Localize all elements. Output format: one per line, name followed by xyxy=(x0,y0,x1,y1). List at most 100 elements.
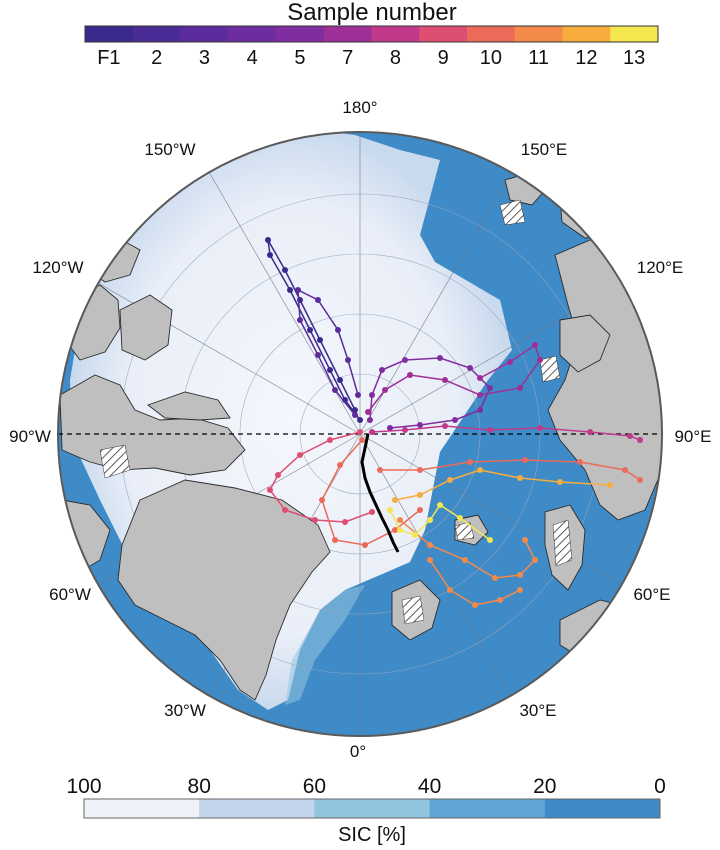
drift-point-3-4 xyxy=(402,357,408,363)
drift-track-4 xyxy=(367,343,541,413)
drift-point-1-11 xyxy=(337,377,343,383)
drift-point-8-3 xyxy=(467,459,473,465)
drift-point-11-6 xyxy=(557,479,563,485)
marginal-ice-band xyxy=(285,585,365,705)
drift-point-6-7 xyxy=(312,517,318,523)
sic-tick-0: 0 xyxy=(654,775,666,798)
sic-colorbar-swatches xyxy=(83,798,661,819)
drift-point-1-8 xyxy=(282,267,288,273)
sic-colorbar: 100 80 60 40 20 0 SIC [%] xyxy=(66,775,665,846)
ellesmere-north xyxy=(147,391,231,421)
sample-swatch-7 xyxy=(371,26,420,42)
longitude-labels: 180° 150°W 150°E 120°W 120°E 90°W 90°E 6… xyxy=(9,98,711,761)
drift-point-1-1 xyxy=(357,417,363,423)
sample-swatch-5 xyxy=(276,26,325,42)
sic-tick-40: 40 xyxy=(418,775,441,798)
drift-point-3-10 xyxy=(417,422,423,428)
drift-point-4-7 xyxy=(537,357,543,363)
drift-point-7-2 xyxy=(337,462,343,468)
drift-point-2-1 xyxy=(352,412,358,418)
sample-swatch-11 xyxy=(562,26,611,42)
map-border xyxy=(57,131,663,737)
polar-map: 180° 150°W 150°E 120°W 120°E 90°W 90°E 6… xyxy=(9,98,711,761)
sample-label-12: 13 xyxy=(623,47,645,69)
drift-point-9-6 xyxy=(532,557,538,563)
drift-point-12-1 xyxy=(387,507,393,513)
lon-label-90w: 90°W xyxy=(9,427,51,446)
sic-tick-100: 100 xyxy=(66,775,101,798)
drift-point-8-2 xyxy=(417,467,423,473)
drift-point-2-9 xyxy=(355,392,361,398)
drift-point-10-3 xyxy=(472,602,478,608)
sample-label-1: F1 xyxy=(97,47,120,69)
sample-label-6: 7 xyxy=(342,47,353,69)
drift-point-3-1 xyxy=(367,417,373,423)
drift-point-3-6 xyxy=(467,365,473,371)
drift-point-2-4 xyxy=(297,317,303,323)
sample-colorbar-swatches xyxy=(84,25,659,43)
sic-swatch-4 xyxy=(429,799,546,818)
drift-point-2-2 xyxy=(332,387,338,393)
drift-point-3-11 xyxy=(387,425,393,431)
drift-point-1-10 xyxy=(317,337,323,343)
drift-point-6-2 xyxy=(327,437,333,443)
sample-swatch-9 xyxy=(467,26,516,42)
lon-label-90e: 90°E xyxy=(674,427,711,446)
sample-label-11: 12 xyxy=(575,47,597,69)
drift-point-11-7 xyxy=(607,482,613,488)
lon-label-30e: 30°E xyxy=(519,701,556,720)
drift-point-5-3 xyxy=(442,423,448,429)
drift-point-4-9 xyxy=(507,359,513,365)
drift-point-7-3 xyxy=(319,497,325,503)
drift-tracks xyxy=(265,237,643,608)
drift-point-5-2 xyxy=(402,427,408,433)
drift-point-5-8 xyxy=(637,437,643,443)
sic-colorbar-frame xyxy=(83,798,661,819)
drift-point-11-3 xyxy=(447,477,453,483)
drift-point-1-12 xyxy=(352,407,358,413)
sample-label-3: 3 xyxy=(199,47,210,69)
sic-tick-20: 20 xyxy=(533,775,556,798)
sample-label-5: 5 xyxy=(294,47,305,69)
drift-point-11-1 xyxy=(392,497,398,503)
sample-label-10: 11 xyxy=(528,47,549,69)
drift-point-7-1 xyxy=(359,437,365,443)
greenland xyxy=(117,479,331,701)
drift-point-4-6 xyxy=(517,385,523,391)
drift-point-10-1 xyxy=(427,557,433,563)
drift-point-4-1 xyxy=(365,409,371,415)
land-masses xyxy=(59,171,662,701)
drift-point-12-7 xyxy=(487,537,493,543)
sic-colorbar-title: SIC [%] xyxy=(338,824,406,846)
drift-track-1 xyxy=(267,239,361,421)
drift-point-9-5 xyxy=(517,572,523,578)
sic-colorbar-ticks: 100 80 60 40 20 0 xyxy=(66,775,665,798)
drift-point-4-2 xyxy=(382,387,388,393)
lon-label-150e: 150°E xyxy=(521,140,568,159)
drift-point-4-5 xyxy=(477,392,483,398)
drift-point-5-1 xyxy=(369,429,375,435)
drift-point-3-3 xyxy=(379,367,385,373)
sample-swatch-10 xyxy=(514,26,563,42)
drift-point-11-2 xyxy=(417,492,423,498)
drift-point-9-3 xyxy=(462,557,468,563)
sample-number-colorbar: Sample number F1 2 3 4 5 7 8 9 10 11 12 13 xyxy=(84,0,659,69)
sample-colorbar-frame xyxy=(84,25,659,43)
sic-swatch-2 xyxy=(199,799,315,818)
drift-point-7-5 xyxy=(362,542,368,548)
drift-point-1-5 xyxy=(287,287,293,293)
sample-colorbar-title: Sample number xyxy=(287,0,456,26)
sample-swatch-12 xyxy=(610,26,659,42)
lon-label-120e: 120°E xyxy=(637,258,684,277)
drift-point-6-9 xyxy=(369,509,375,515)
ship-track xyxy=(360,433,400,553)
drift-point-4-4 xyxy=(442,377,448,383)
drift-point-7-6 xyxy=(392,527,398,533)
sample-swatch-6 xyxy=(323,26,372,42)
sample-colorbar-labels: F1 2 3 4 5 7 8 9 10 11 12 13 xyxy=(97,47,645,69)
drift-point-5-4 xyxy=(487,427,493,433)
sample-label-9: 10 xyxy=(480,47,502,69)
lon-label-180: 180° xyxy=(342,98,377,117)
drift-point-5-7 xyxy=(627,433,633,439)
